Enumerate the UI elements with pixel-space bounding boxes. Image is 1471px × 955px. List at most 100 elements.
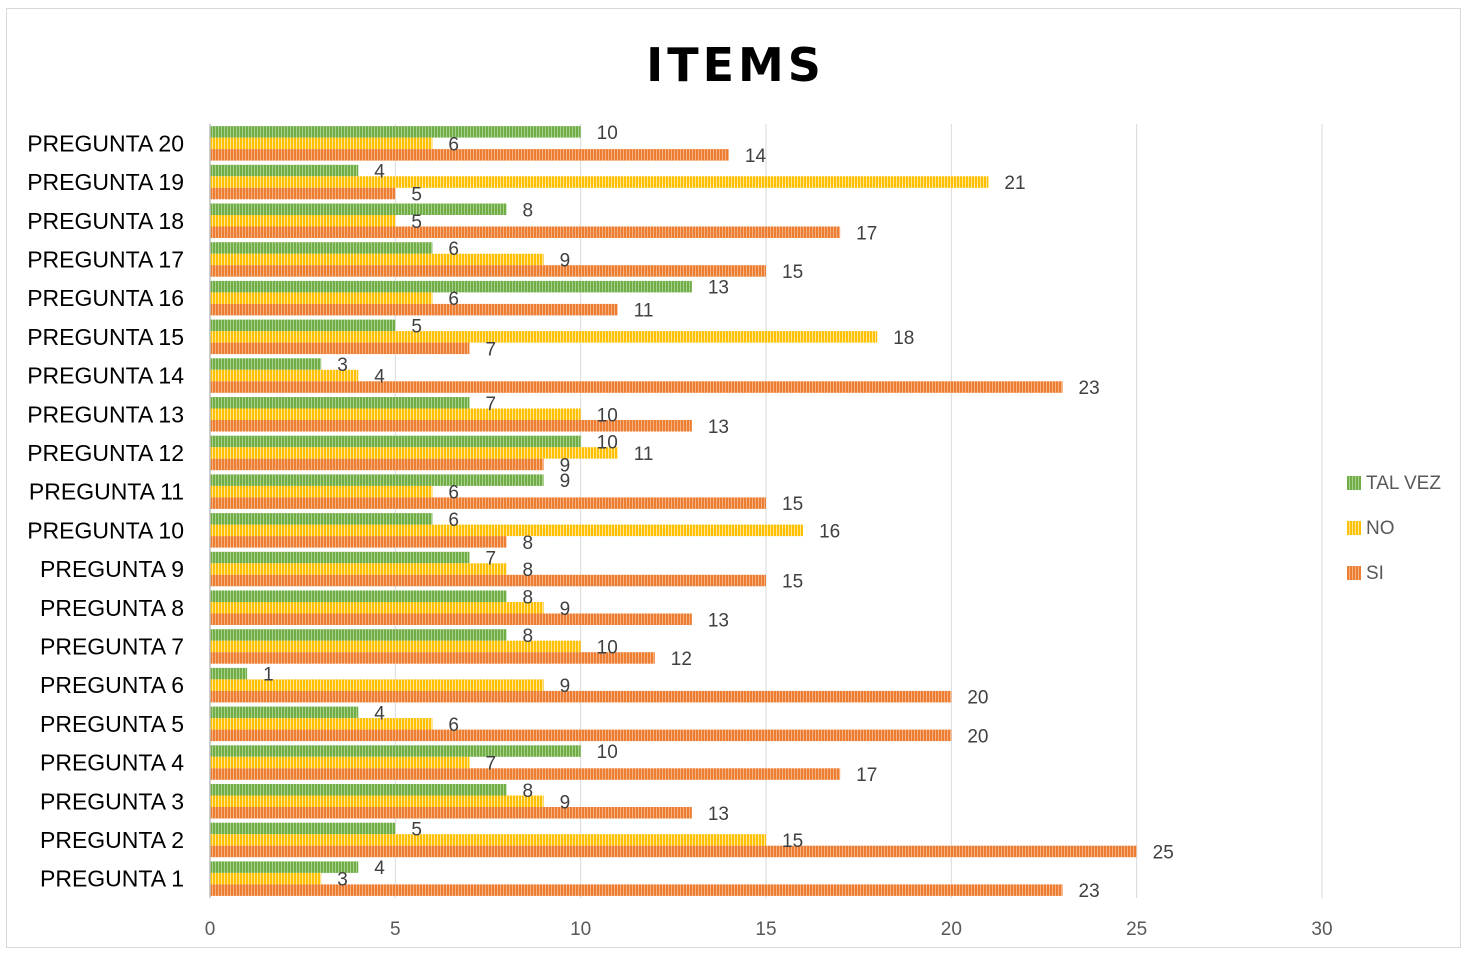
- bar-si: [210, 652, 655, 664]
- data-label: 13: [708, 610, 729, 631]
- category-label: PREGUNTA 8: [40, 595, 184, 621]
- bar-si: [210, 729, 952, 742]
- category-label: PREGUNTA 13: [27, 401, 184, 427]
- data-label: 6: [448, 510, 459, 531]
- data-label: 9: [560, 599, 571, 620]
- data-label: 4: [374, 367, 385, 388]
- data-label: 17: [856, 765, 877, 786]
- bar-no: [210, 176, 989, 188]
- bar-tal-vez: [210, 435, 581, 448]
- data-label: 13: [708, 278, 729, 299]
- data-label: 9: [560, 676, 571, 697]
- bar-tal-vez: [210, 164, 359, 177]
- data-label: 3: [337, 355, 348, 376]
- bar-no: [210, 331, 878, 343]
- category-label: PREGUNTA 1: [40, 866, 184, 892]
- bar-tal-vez: [210, 474, 544, 486]
- category-label: PREGUNTA 7: [40, 633, 184, 659]
- data-label: 5: [411, 819, 422, 840]
- bar-tal-vez: [210, 513, 433, 525]
- bar-si: [210, 536, 507, 548]
- category-label: PREGUNTA 15: [27, 324, 184, 350]
- legend-label: NO: [1366, 518, 1395, 539]
- category-label: PREGUNTA 4: [40, 750, 184, 776]
- bar-tal-vez: [210, 706, 359, 719]
- category-label: PREGUNTA 18: [27, 208, 184, 234]
- bar-no: [210, 447, 618, 459]
- data-label: 9: [560, 455, 571, 476]
- data-label: 10: [597, 637, 618, 658]
- category-label: PREGUNTA 12: [27, 440, 184, 466]
- bar-si: [210, 613, 692, 625]
- chart-title: ITEMS: [646, 38, 825, 92]
- bar-no: [210, 215, 396, 227]
- bar-no: [210, 679, 544, 691]
- bar-tal-vez: [210, 397, 470, 409]
- data-label: 5: [411, 316, 422, 337]
- x-tick-label: 10: [570, 919, 591, 940]
- data-label: 13: [708, 417, 729, 438]
- data-label: 4: [374, 858, 385, 879]
- data-label: 9: [560, 250, 571, 271]
- bar-tal-vez: [210, 242, 433, 254]
- bar-no: [210, 524, 804, 537]
- data-label: 8: [523, 587, 534, 608]
- data-label: 10: [597, 742, 618, 763]
- data-label: 8: [523, 200, 534, 221]
- category-label: PREGUNTA 16: [27, 285, 184, 311]
- category-label: PREGUNTA 17: [27, 246, 184, 272]
- x-tick-label: 15: [755, 919, 776, 940]
- legend-swatch-tal-vez: [1347, 476, 1361, 490]
- data-label: 1: [263, 665, 274, 686]
- legend-label: SI: [1366, 563, 1384, 584]
- data-label: 25: [1153, 842, 1174, 863]
- category-label: PREGUNTA 14: [27, 363, 184, 389]
- bar-tal-vez: [210, 629, 507, 641]
- bar-no: [210, 602, 544, 614]
- bar-tal-vez: [210, 822, 396, 835]
- data-label: 6: [448, 239, 459, 260]
- bar-no: [210, 834, 766, 846]
- bar-tal-vez: [210, 745, 581, 757]
- bar-tal-vez: [210, 126, 581, 138]
- bar-si: [210, 807, 692, 819]
- bar-si: [210, 226, 841, 238]
- bar-tal-vez: [210, 667, 248, 680]
- x-tick-label: 25: [1126, 919, 1147, 940]
- bar-tal-vez: [210, 861, 359, 873]
- bar-no: [210, 563, 507, 575]
- bar-tal-vez: [210, 784, 507, 796]
- x-tick-label: 30: [1311, 919, 1332, 940]
- data-label: 15: [782, 494, 803, 515]
- bar-si: [210, 768, 841, 780]
- x-tick-label: 20: [941, 919, 962, 940]
- legend-swatch-si: [1347, 566, 1361, 580]
- bar-tal-vez: [210, 280, 692, 293]
- data-label: 23: [1079, 881, 1100, 902]
- data-label: 3: [337, 870, 348, 891]
- data-label: 14: [745, 146, 767, 167]
- category-label: PREGUNTA 3: [40, 788, 184, 814]
- data-label: 7: [485, 339, 496, 360]
- data-label: 5: [411, 185, 422, 206]
- category-label: PREGUNTA 11: [29, 479, 184, 505]
- category-label: PREGUNTA 10: [27, 517, 184, 543]
- data-label: 7: [485, 549, 496, 570]
- bar-no: [210, 253, 544, 266]
- data-label: 20: [967, 688, 988, 709]
- data-label: 4: [374, 162, 385, 183]
- bar-si: [210, 265, 766, 277]
- data-label: 18: [893, 328, 914, 349]
- data-label: 4: [374, 703, 385, 724]
- legend-swatch-no: [1347, 521, 1361, 535]
- data-label: 6: [448, 134, 459, 155]
- data-label: 11: [634, 301, 654, 322]
- bar-no: [210, 640, 581, 653]
- bar-tal-vez: [210, 319, 396, 332]
- bar-si: [210, 497, 766, 509]
- data-label: 10: [597, 432, 618, 453]
- data-label: 10: [597, 123, 618, 144]
- x-tick-label: 0: [205, 919, 216, 940]
- data-label: 17: [856, 223, 877, 244]
- data-label: 12: [671, 649, 692, 670]
